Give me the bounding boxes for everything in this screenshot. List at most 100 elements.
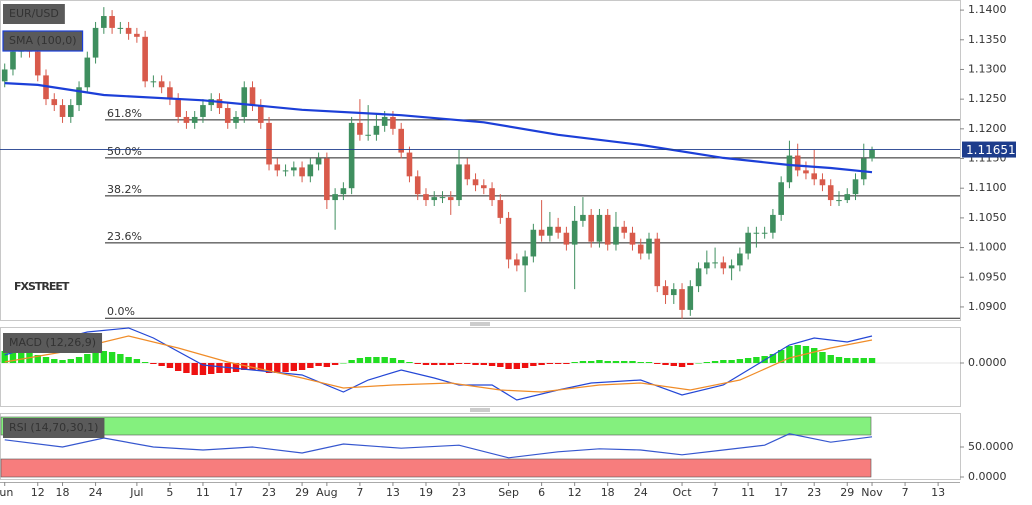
macd-bar (42, 357, 50, 363)
macd-bar (340, 363, 347, 364)
macd-bar (654, 363, 661, 364)
x-tick-label: 12 (568, 486, 582, 499)
x-tick-label: 29 (295, 486, 309, 499)
panel-title: SMA (100,0) (9, 34, 77, 47)
candle-body (10, 51, 16, 70)
macd-bar (455, 363, 463, 364)
macd-bar (241, 363, 248, 370)
macd-bar (274, 363, 281, 373)
candle-body (827, 185, 834, 201)
candle-body (200, 105, 206, 117)
candle-body (770, 214, 776, 233)
macd-bar (678, 363, 686, 367)
macd-bar (307, 363, 314, 368)
macd-bar (472, 363, 479, 365)
x-tick-label: 13 (386, 486, 400, 499)
candle-body (183, 116, 190, 123)
macd-bar (621, 361, 628, 363)
candle-body (191, 116, 198, 123)
macd-bar (439, 363, 446, 365)
macd-bar (736, 359, 744, 363)
candle-body (291, 167, 297, 171)
x-tick-label: 17 (774, 486, 788, 499)
candle-body (101, 16, 107, 28)
x-tick-label: 17 (229, 486, 243, 499)
macd-bar (860, 358, 867, 363)
x-tick-label: 29 (840, 486, 854, 499)
macd-bar (150, 363, 157, 364)
macd-bar (199, 363, 207, 375)
candle-body (431, 197, 438, 201)
candle-body (117, 27, 124, 29)
candle-body (836, 200, 842, 202)
candle-body (737, 253, 743, 266)
candle-body (233, 116, 239, 123)
candle-body (687, 286, 694, 310)
macd-bar (827, 355, 834, 363)
candle-body (646, 238, 652, 254)
x-tick-label: 24 (89, 486, 103, 499)
candle-body (786, 155, 793, 183)
macd-bar (348, 360, 355, 363)
macd-bar (67, 359, 74, 363)
x-tick-label: 7 (712, 486, 719, 499)
macd-bar (505, 363, 512, 369)
macd-bar (315, 363, 322, 366)
macd-bar (794, 345, 801, 363)
rsi-band (0, 416, 872, 436)
y-tick-label: 1.1300 (968, 62, 1007, 75)
candle-body (456, 164, 462, 201)
macd-bar (464, 363, 471, 364)
macd-bar (191, 363, 198, 375)
macd-bar (34, 355, 41, 363)
macd-bar (265, 363, 273, 373)
x-tick-label: 7 (356, 486, 363, 499)
candle-body (390, 116, 396, 129)
macd-bar (84, 354, 91, 363)
candle-body (704, 262, 710, 269)
macd-bar (389, 358, 397, 363)
y-tick-label: 0.0000 (968, 470, 1007, 483)
candle-body (497, 200, 504, 218)
panel-title: MACD (12,26,9) (9, 336, 96, 349)
candle-body (92, 27, 99, 58)
macd-bar (59, 360, 66, 363)
candle-body (224, 108, 231, 123)
panel-title-box (3, 4, 65, 24)
macd-bar (232, 363, 240, 372)
y-tick-label: 1.1250 (968, 92, 1007, 105)
macd-bar (117, 354, 124, 363)
candle-body (315, 158, 322, 165)
candle-body (571, 220, 578, 245)
candle-body (860, 158, 867, 180)
macd-bar (431, 363, 438, 365)
candle-body (365, 134, 371, 136)
candle-body (670, 289, 677, 296)
macd-bar (323, 363, 331, 367)
candle-body (745, 232, 751, 254)
macd-bar (777, 350, 785, 363)
y-tick-label: 1.1000 (968, 241, 1007, 254)
x-tick-label: 19 (419, 486, 433, 499)
macd-bar (92, 352, 99, 363)
y-tick-label: 1.0950 (968, 270, 1007, 283)
panel-title: EUR/USD (9, 7, 59, 20)
macd-bar (852, 358, 859, 363)
last-price-label: 1.11651 (966, 143, 1016, 157)
macd-bar (422, 363, 430, 365)
macd-bar (331, 363, 339, 365)
macd-bar (488, 363, 496, 366)
panel-title-box (3, 418, 105, 438)
candle-body (59, 105, 66, 117)
fib-label: 61.8% (107, 107, 142, 120)
macd-bar (744, 358, 752, 363)
fib-label: 0.0% (107, 305, 135, 318)
macd-bar (133, 359, 141, 363)
candle-body (423, 194, 429, 201)
macd-bar (538, 363, 545, 365)
macd-bar (579, 361, 587, 363)
macd-bar (753, 357, 760, 363)
x-tick-label: 18 (601, 486, 615, 499)
line (4, 82, 873, 174)
